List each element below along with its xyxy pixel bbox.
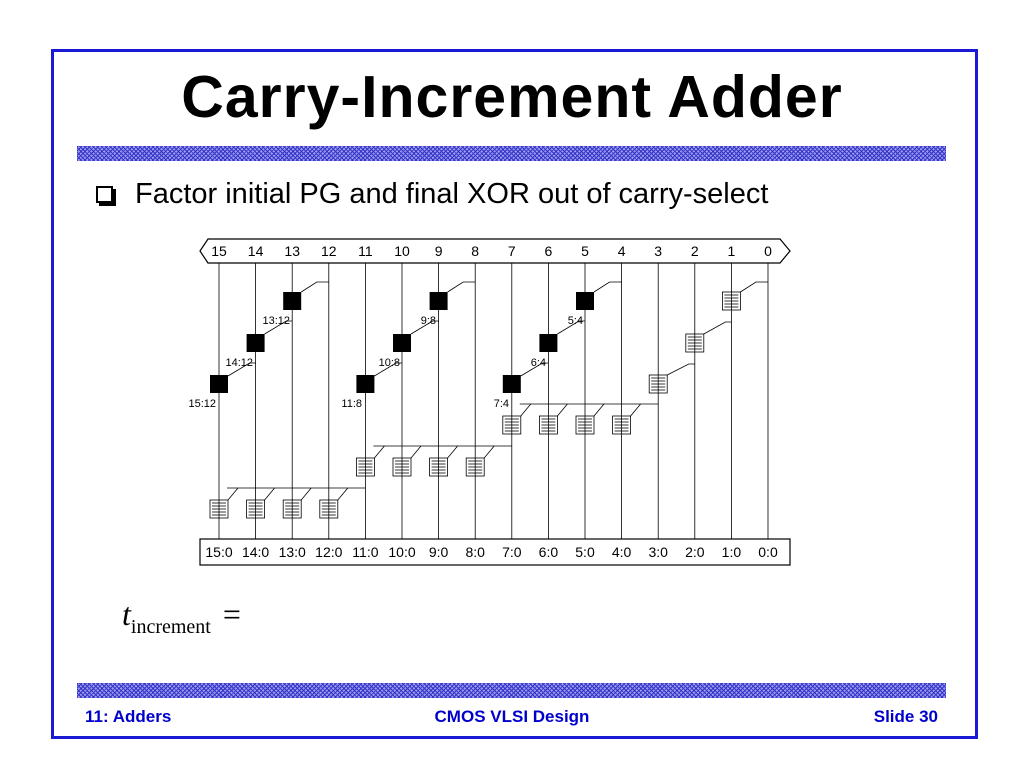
carry-tap <box>227 487 239 501</box>
delay-formula: tincrement = <box>122 596 241 638</box>
bit-label: 7 <box>508 243 516 259</box>
formula-equals: = <box>222 596 241 632</box>
black-cell-label: 5:4 <box>568 315 583 327</box>
black-cell-label: 7:4 <box>494 398 509 410</box>
carry-wire <box>557 320 585 335</box>
carry-tap <box>300 487 312 501</box>
bit-label: 15 <box>211 243 227 259</box>
output-label: 0:0 <box>758 544 778 560</box>
black-cell-label: 14:12 <box>225 357 253 369</box>
bit-label: 10 <box>394 243 410 259</box>
output-label: 13:0 <box>279 544 306 560</box>
carry-tap <box>520 403 532 417</box>
carry-tap <box>337 487 349 501</box>
formula-symbol: t <box>122 596 131 632</box>
black-cell <box>283 292 302 310</box>
output-label: 14:0 <box>242 544 269 560</box>
output-label: 11:0 <box>352 544 378 560</box>
bit-label: 13 <box>284 243 300 259</box>
carry-wire <box>703 321 732 335</box>
carry-tap <box>447 445 458 459</box>
bit-label: 5 <box>581 243 589 259</box>
carry-tap <box>264 487 275 501</box>
black-cell <box>210 375 228 393</box>
carry-wire <box>410 320 439 335</box>
bit-label: 9 <box>435 243 443 259</box>
carry-wire <box>520 362 549 377</box>
carry-tap <box>593 403 605 417</box>
carry-wire <box>593 281 622 293</box>
carry-wire <box>667 363 695 376</box>
bit-label: 4 <box>618 243 626 259</box>
black-cell <box>576 292 594 310</box>
output-label: 5:0 <box>575 544 595 560</box>
carry-wire <box>300 281 329 293</box>
bit-label: 12 <box>321 243 337 259</box>
carry-wire <box>374 362 402 377</box>
output-label: 1:0 <box>722 544 742 560</box>
carry-wire <box>740 281 768 293</box>
black-cell <box>246 334 265 352</box>
black-cell <box>502 375 521 393</box>
carry-wire <box>447 281 476 293</box>
carry-wire <box>227 362 256 377</box>
output-label: 3:0 <box>648 544 668 560</box>
top-divider <box>77 146 946 161</box>
bit-label: 8 <box>471 243 479 259</box>
black-cell <box>356 375 375 393</box>
output-bus <box>199 538 791 566</box>
carry-wire <box>264 320 293 335</box>
bottom-divider <box>77 683 946 698</box>
bit-label: 6 <box>545 243 553 259</box>
carry-tap <box>374 445 385 459</box>
black-cell <box>429 292 448 310</box>
black-cell-label: 13:12 <box>262 315 290 327</box>
output-label: 2:0 <box>685 544 705 560</box>
checkbox-bullet-icon <box>96 186 113 203</box>
footer-right: Slide 30 <box>873 707 938 726</box>
output-label: 9:0 <box>429 544 449 560</box>
output-label: 10:0 <box>388 544 415 560</box>
footer-center: CMOS VLSI Design <box>434 707 590 726</box>
bit-label: 11 <box>358 243 373 259</box>
bit-label: 3 <box>654 243 662 259</box>
output-label: 6:0 <box>539 544 559 560</box>
output-label: 4:0 <box>612 544 632 560</box>
output-label: 15:0 <box>205 544 232 560</box>
bit-label: 14 <box>248 243 264 259</box>
black-cell-label: 6:4 <box>531 357 546 369</box>
black-cell <box>393 334 411 352</box>
formula-subscript: increment <box>130 616 211 638</box>
bullet-text: Factor initial PG and final XOR out of c… <box>135 178 769 210</box>
bullet-item: Factor initial PG and final XOR out of c… <box>96 178 768 211</box>
output-label: 8:0 <box>465 544 485 560</box>
black-cell-label: 9:8 <box>421 315 436 327</box>
black-cell-label: 11:8 <box>341 398 362 410</box>
input-bus <box>199 238 791 264</box>
black-cell-label: 15:12 <box>188 398 216 410</box>
output-label: 12:0 <box>315 544 342 560</box>
bit-label: 1 <box>728 243 736 259</box>
slide-frame <box>51 49 978 739</box>
slide-title: Carry-Increment Adder <box>181 64 843 130</box>
bit-label: 0 <box>764 243 772 259</box>
carry-tap <box>483 445 495 459</box>
black-cell-label: 10:8 <box>379 357 400 369</box>
footer-left: 11: Adders <box>85 707 172 726</box>
carry-tap <box>557 403 568 417</box>
carry-tap <box>630 403 641 417</box>
carry-tap <box>410 445 422 459</box>
bit-label: 2 <box>691 243 699 259</box>
output-label: 7:0 <box>502 544 522 560</box>
black-cell <box>539 334 558 352</box>
